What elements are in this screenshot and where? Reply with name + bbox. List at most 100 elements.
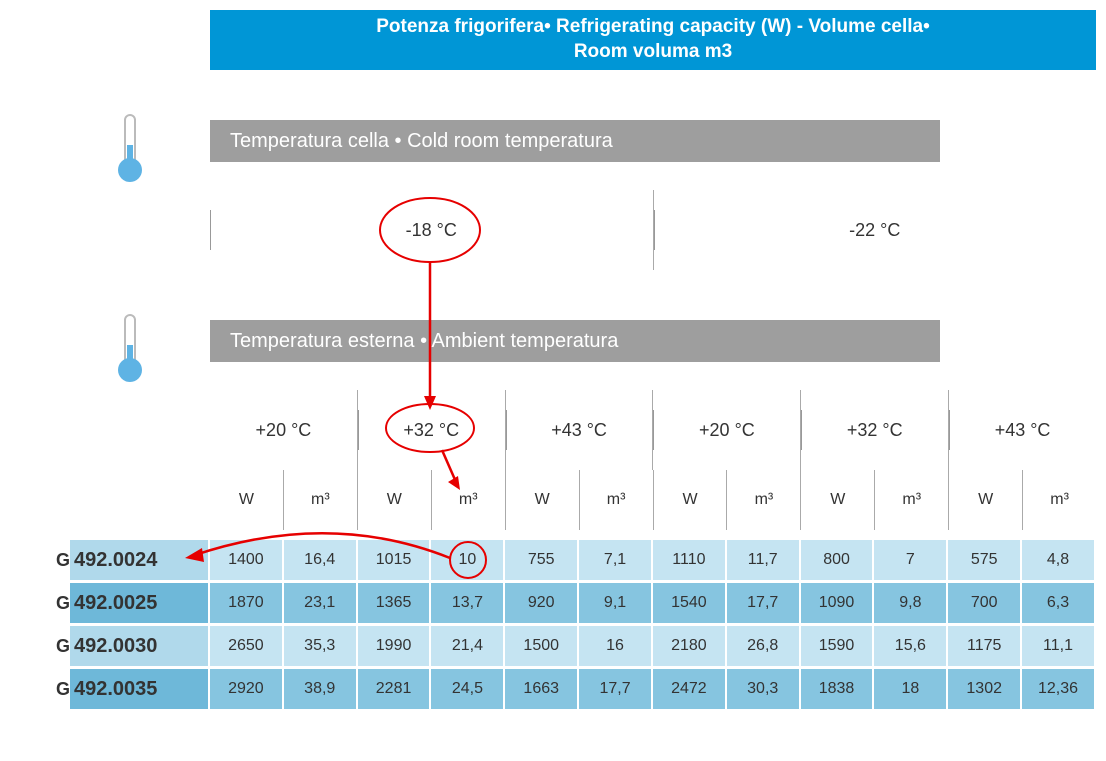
row-prefix: G xyxy=(50,669,70,709)
data-cell: 24,5 xyxy=(431,669,505,709)
data-cell: 920 xyxy=(505,583,579,623)
thermometer-icon-cold xyxy=(110,110,150,190)
unit-header-cell: m³ xyxy=(1022,470,1096,530)
cold-temp-value: -22 °C xyxy=(849,220,900,241)
row-prefix: G xyxy=(50,583,70,623)
data-cell: 1838 xyxy=(801,669,875,709)
ambient-temp-value: +43 °C xyxy=(551,420,607,441)
data-cell: 575 xyxy=(948,540,1022,580)
data-cell: 700 xyxy=(948,583,1022,623)
ambient-temp-value: +20 °C xyxy=(256,420,312,441)
ambient-temp-value: +32 °C xyxy=(847,420,903,441)
data-cell: 2650 xyxy=(210,626,284,666)
unit-header-row: Wm³Wm³Wm³Wm³Wm³Wm³ xyxy=(210,470,1096,530)
title-line-2: Room voluma m3 xyxy=(574,40,732,65)
data-cell: 18 xyxy=(874,669,948,709)
data-cell: 1175 xyxy=(948,626,1022,666)
ambient-temp-value: +20 °C xyxy=(699,420,755,441)
data-table: G492.0024140016,41015107557,1111011,7800… xyxy=(50,540,1096,712)
data-cell: 15,6 xyxy=(874,626,948,666)
title-banner: Potenza frigorifera• Refrigerating capac… xyxy=(210,10,1096,70)
unit-header-cell: m³ xyxy=(726,470,800,530)
data-cell: 755 xyxy=(505,540,579,580)
ambient-temp-row: +20 °C +32 °C +43 °C +20 °C +32 °C +43 °C xyxy=(210,390,1096,470)
ambient-temp-cell: +43 °C xyxy=(948,390,1096,470)
cold-temp-value: -18 °C xyxy=(406,220,457,241)
row-code: 492.0030 xyxy=(70,626,210,666)
data-cell: 4,8 xyxy=(1022,540,1096,580)
data-cell: 2281 xyxy=(358,669,432,709)
row-prefix: G xyxy=(50,626,70,666)
data-cell: 6,3 xyxy=(1022,583,1096,623)
data-cell: 7 xyxy=(874,540,948,580)
ambient-temp-cell: +43 °C xyxy=(505,390,653,470)
cold-temp-row: -18 °C -22 °C xyxy=(210,190,1096,270)
unit-header-cell: m³ xyxy=(874,470,948,530)
table-row: G492.0030265035,3199021,4150016218026,81… xyxy=(50,626,1096,666)
data-cell: 9,1 xyxy=(579,583,653,623)
unit-header-cell: W xyxy=(357,470,431,530)
table-row: G492.0035292038,9228124,5166317,7247230,… xyxy=(50,669,1096,709)
data-cell: 800 xyxy=(801,540,875,580)
data-cell: 23,1 xyxy=(284,583,358,623)
data-cell: 1990 xyxy=(358,626,432,666)
ambient-temp-cell: +20 °C xyxy=(652,390,800,470)
data-cell: 11,1 xyxy=(1022,626,1096,666)
data-cell: 1365 xyxy=(358,583,432,623)
container: Potenza frigorifera• Refrigerating capac… xyxy=(10,10,1096,751)
unit-header-cell: m³ xyxy=(431,470,505,530)
table-row: G492.0025187023,1136513,79209,1154017,71… xyxy=(50,583,1096,623)
unit-header-cell: W xyxy=(653,470,727,530)
data-cell: 30,3 xyxy=(727,669,801,709)
data-cell: 2180 xyxy=(653,626,727,666)
cold-temp-cell: -18 °C xyxy=(210,190,653,270)
unit-header-cell: W xyxy=(948,470,1022,530)
ambient-temp-value: +43 °C xyxy=(995,420,1051,441)
data-cell: 1302 xyxy=(948,669,1022,709)
data-cell: 9,8 xyxy=(874,583,948,623)
unit-header-cell: W xyxy=(210,470,283,530)
row-prefix: G xyxy=(50,540,70,580)
data-cell: 2472 xyxy=(653,669,727,709)
data-cell: 1663 xyxy=(505,669,579,709)
data-cell: 17,7 xyxy=(727,583,801,623)
data-cell: 1110 xyxy=(653,540,727,580)
cold-temp-cell: -22 °C xyxy=(653,190,1097,270)
unit-header-cell: W xyxy=(800,470,874,530)
data-cell: 7,1 xyxy=(579,540,653,580)
row-code: 492.0024 xyxy=(70,540,210,580)
data-cell: 11,7 xyxy=(727,540,801,580)
ambient-temp-label: Temperatura esterna • Ambient temperatur… xyxy=(210,320,940,362)
title-line-1: Potenza frigorifera• Refrigerating capac… xyxy=(376,15,930,40)
data-cell: 1400 xyxy=(210,540,284,580)
data-cell: 35,3 xyxy=(284,626,358,666)
unit-header-cell: W xyxy=(505,470,579,530)
data-cell: 1500 xyxy=(505,626,579,666)
unit-header-cell: m³ xyxy=(579,470,653,530)
data-cell: 2920 xyxy=(210,669,284,709)
data-cell: 16 xyxy=(579,626,653,666)
cold-room-temp-label: Temperatura cella • Cold room temperatur… xyxy=(210,120,940,162)
ambient-temp-cell: +32 °C xyxy=(800,390,948,470)
data-cell: 17,7 xyxy=(579,669,653,709)
data-cell: 1590 xyxy=(801,626,875,666)
data-cell: 1870 xyxy=(210,583,284,623)
data-cell: 12,36 xyxy=(1022,669,1096,709)
data-cell: 21,4 xyxy=(431,626,505,666)
thermometer-icon-ambient xyxy=(110,310,150,390)
data-cell: 1540 xyxy=(653,583,727,623)
ambient-temp-cell: +32 °C xyxy=(357,390,505,470)
data-cell: 1015 xyxy=(358,540,432,580)
ambient-temp-cell: +20 °C xyxy=(210,390,357,470)
ambient-temp-value: +32 °C xyxy=(403,420,459,441)
data-cell: 16,4 xyxy=(284,540,358,580)
table-row: G492.0024140016,41015107557,1111011,7800… xyxy=(50,540,1096,580)
data-cell: 38,9 xyxy=(284,669,358,709)
row-code: 492.0035 xyxy=(70,669,210,709)
unit-header-cell: m³ xyxy=(283,470,357,530)
row-code: 492.0025 xyxy=(70,583,210,623)
data-cell: 10 xyxy=(431,540,505,580)
data-cell: 26,8 xyxy=(727,626,801,666)
data-cell: 1090 xyxy=(801,583,875,623)
data-cell: 13,7 xyxy=(431,583,505,623)
